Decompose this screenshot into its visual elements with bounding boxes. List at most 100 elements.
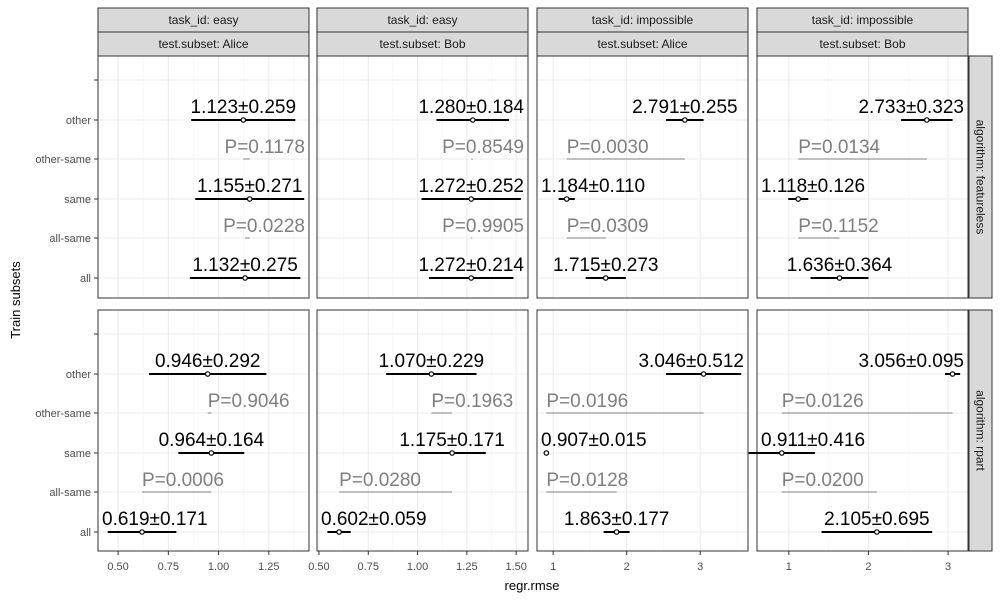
mean-point: [700, 371, 707, 377]
pvalue-label: P=0.0006: [142, 470, 224, 491]
panel: [316, 309, 529, 552]
strip-algorithm-label: algorithm: featureless: [974, 120, 988, 235]
x-tick-label: 2: [865, 561, 871, 573]
mean-point: [208, 450, 215, 456]
panel-background: [537, 56, 748, 298]
mean-point: [336, 529, 342, 535]
panel-marks: P=0.1178 P=0.0228 1.123±0.259 1.155±0.271 1.…: [189, 97, 305, 281]
pvalue-label: P=0.0128: [546, 470, 628, 491]
estimate-label: 0.907±0.015: [541, 430, 647, 451]
x-tick-label: 0.75: [158, 561, 179, 573]
mean-point: [468, 196, 475, 202]
panel: [97, 309, 310, 552]
mean-point: [949, 371, 956, 377]
panel-marks: P=0.8549 P=0.9905 1.280±0.184 1.272±0.252 1.…: [418, 97, 524, 281]
panel-background: [537, 310, 748, 551]
mean-point: [204, 371, 211, 377]
y-tick-label: all: [80, 527, 91, 539]
y-axis-title: Train subsets: [8, 261, 23, 339]
panel-background: [317, 310, 528, 551]
y-tick-label: other-same: [35, 408, 91, 420]
mean-point: [469, 117, 476, 123]
estimate-label: 2.105±0.695: [824, 509, 930, 530]
mean-point: [246, 196, 253, 202]
estimate-label: 1.132±0.275: [192, 255, 298, 276]
x-tick-label: 1.00: [208, 561, 229, 573]
pvalue-label: P=0.8549: [442, 137, 524, 158]
panel-border: [756, 55, 969, 299]
panel-marks: P=0.9046 P=0.0006 0.946±0.292 0.964±0.164 0.…: [102, 351, 290, 535]
mean-point: [602, 275, 609, 281]
estimate-label: 1.272±0.252: [418, 176, 524, 197]
x-tick-label: 3: [697, 561, 703, 573]
pvalue-label: P=0.0196: [546, 391, 628, 412]
pvalue-label: P=0.1178: [225, 137, 305, 158]
mean-point: [543, 450, 550, 456]
mean-point: [242, 275, 248, 281]
panel-marks: P=0.0134 P=0.1152 2.733±0.323 1.118±0.126 1.…: [761, 97, 964, 281]
estimate-label: 1.155±0.271: [197, 176, 303, 197]
mean-point: [468, 275, 475, 281]
x-tick-label: 1: [550, 561, 556, 573]
y-tick-label: all-same: [49, 233, 91, 245]
strip-algorithm-bg: [968, 55, 993, 299]
estimate-label: 1.863±0.177: [564, 509, 670, 530]
estimate-label: 0.619±0.171: [102, 509, 208, 530]
panel-background: [757, 56, 968, 298]
x-tick-label: 0.75: [358, 561, 379, 573]
x-tick-label: 3: [945, 561, 951, 573]
strip-test-subset-bg: [536, 31, 749, 57]
mean-point: [428, 371, 435, 377]
x-tick-label: 2: [624, 561, 630, 573]
mean-point: [240, 117, 247, 123]
strip-task-id-label: task_id: easy: [168, 13, 238, 27]
pvalue-label: P=0.1963: [431, 391, 513, 412]
estimate-label: 1.175±0.171: [399, 430, 505, 451]
strip-test-subset-label: test.subset: Bob: [819, 37, 905, 51]
panel: [756, 309, 969, 552]
mean-point: [874, 529, 880, 535]
y-tick-label: other: [66, 115, 91, 127]
mean-point: [449, 450, 455, 456]
strip-task-id-label: task_id: impossible: [592, 13, 694, 27]
estimate-label: 3.056±0.095: [858, 351, 964, 372]
x-tick-label: 1.00: [407, 561, 428, 573]
panel-marks: P=0.1963 P=0.0280 1.070±0.229 1.175±0.171 0.…: [321, 351, 513, 535]
strip-task-id-label: task_id: impossible: [812, 13, 914, 27]
pvalue-label: P=0.0228: [223, 216, 305, 237]
strip-test-subset-bg: [756, 31, 969, 57]
mean-point: [836, 275, 843, 281]
y-tick-label: same: [64, 194, 91, 206]
estimate-label: 1.070±0.229: [379, 351, 485, 372]
strip-task-id-bg: [97, 7, 310, 33]
mean-point: [795, 196, 802, 202]
pvalue-label: P=0.1152: [798, 216, 878, 237]
estimate-label: 3.046±0.512: [638, 351, 744, 372]
x-tick-label: 0.50: [107, 561, 128, 573]
panel-border: [536, 55, 749, 299]
panel: [536, 309, 749, 552]
estimate-label: 2.733±0.323: [858, 97, 964, 118]
pvalue-label: P=0.0309: [567, 216, 649, 237]
estimate-label: 1.123±0.259: [191, 97, 297, 118]
x-tick-label: 1.50: [505, 561, 526, 573]
x-axis-title: regr.rmse: [505, 578, 560, 593]
panel-border: [97, 309, 310, 552]
panel-background: [98, 310, 309, 551]
estimate-label: 1.184±0.110: [541, 176, 645, 197]
y-tick-label: same: [64, 448, 91, 460]
estimate-label: 1.272±0.214: [418, 255, 524, 276]
y-tick-label: all-same: [49, 487, 91, 499]
pvalue-label: P=0.0280: [339, 470, 421, 491]
panel-border: [316, 309, 529, 552]
panel-border: [756, 309, 969, 552]
panel-background: [98, 56, 309, 298]
estimate-label: 0.946±0.292: [155, 351, 261, 372]
y-tick-label: all: [80, 273, 91, 285]
strip-test-subset-bg: [316, 31, 529, 57]
x-tick-label: 0.50: [308, 561, 329, 573]
strip-algorithm-label: algorithm: rpart: [974, 390, 988, 471]
panel: [756, 55, 969, 299]
panel-border: [97, 55, 310, 299]
x-tick-label: 1: [786, 561, 792, 573]
